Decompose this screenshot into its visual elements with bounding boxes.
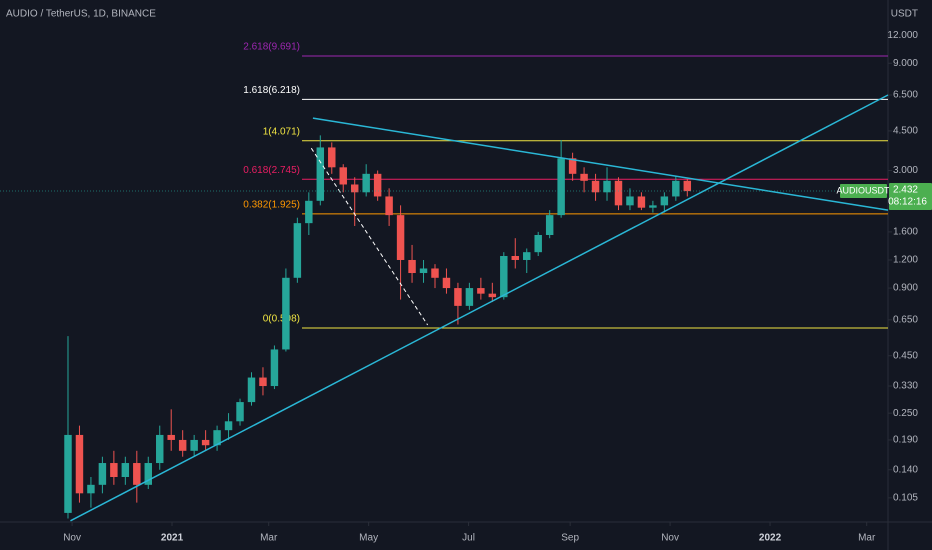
fib-label: 2.618(9.691) <box>243 42 300 53</box>
candle-body <box>649 205 657 208</box>
candle-body <box>190 439 198 451</box>
x-tick-label: Nov <box>661 533 679 544</box>
candle-body <box>64 434 72 513</box>
x-tick-label: Jul <box>462 533 475 544</box>
candle-body <box>408 259 416 274</box>
candle-body <box>328 147 336 168</box>
trendline <box>70 94 889 522</box>
candle-body <box>98 463 107 485</box>
candle-body <box>488 293 497 298</box>
countdown-label: 08:12:16 <box>888 197 927 208</box>
symbol-tag <box>840 184 887 199</box>
fib-label: 0.618(2.745) <box>243 165 300 176</box>
y-tick-label: 0.190 <box>893 435 918 446</box>
fib-label: 0(0.598) <box>263 314 300 325</box>
y-tick-label: 0.330 <box>893 381 918 392</box>
candle-body <box>282 277 290 350</box>
fib-label: 1(4.071) <box>263 126 300 137</box>
candle-body <box>339 167 347 185</box>
candle-body <box>523 252 531 260</box>
y-tick-label: 12.000 <box>887 30 918 41</box>
candle-body <box>660 196 669 206</box>
candle-body <box>534 234 542 253</box>
y-tick-label: 9.000 <box>893 58 918 69</box>
x-tick-label: Mar <box>260 533 278 544</box>
y-tick-label: 0.105 <box>893 492 918 503</box>
candle-body <box>110 463 118 478</box>
y-tick-label: 3.000 <box>893 165 918 176</box>
y-tick-label: 6.500 <box>893 90 918 101</box>
candle-body <box>396 215 405 260</box>
x-tick-label: 2022 <box>759 533 782 544</box>
candle-body <box>454 288 462 306</box>
candle-body <box>87 484 95 494</box>
y-tick-label: 1.600 <box>893 227 918 238</box>
y-tick-label: 0.650 <box>893 314 918 325</box>
trendline <box>312 117 889 211</box>
x-tick-label: Nov <box>63 533 81 544</box>
candle-body <box>316 147 325 201</box>
candle-body <box>259 377 267 387</box>
chart-title: AUDIO / TetherUS, 1D, BINANCE <box>6 9 156 20</box>
candle-body <box>419 268 428 274</box>
y-tick-label: 0.450 <box>893 350 918 361</box>
candle-body <box>75 434 84 494</box>
candle-body <box>270 349 279 387</box>
candle-body <box>224 421 233 431</box>
candle-body <box>545 215 554 235</box>
candle-body <box>511 255 519 260</box>
candle-body <box>557 158 565 216</box>
candle-body <box>133 463 141 485</box>
candle-body <box>568 158 577 174</box>
candle-body <box>305 200 313 224</box>
candle-body <box>442 277 451 289</box>
y-tick-label: 1.200 <box>893 255 918 266</box>
y-tick-label: 4.500 <box>893 126 918 137</box>
candle-body <box>236 402 244 422</box>
y-unit: USDT <box>891 9 918 20</box>
fib-label: 0.382(1.925) <box>243 199 300 210</box>
candle-body <box>167 434 175 440</box>
candle-body <box>431 268 439 278</box>
candle-body <box>637 196 646 208</box>
y-tick-label: 0.900 <box>893 283 918 294</box>
candle-body <box>500 255 508 298</box>
y-tick-label: 0.250 <box>893 408 918 419</box>
candle-body <box>373 173 382 197</box>
candle-body <box>247 377 256 403</box>
candle-body <box>580 173 588 181</box>
candle-body <box>672 180 680 197</box>
candle-body <box>213 430 221 446</box>
y-tick-label: 0.140 <box>893 464 918 475</box>
candle-body <box>626 196 634 206</box>
candle-body <box>614 180 623 206</box>
symbol-label: AUDIOUSDT <box>836 185 890 195</box>
candle-body <box>477 288 485 294</box>
candle-body <box>156 434 164 464</box>
candle-body <box>293 223 302 278</box>
trendline <box>310 147 429 326</box>
candle-body <box>385 196 393 216</box>
candle-body <box>683 180 692 192</box>
candle-body <box>465 288 474 306</box>
candle-body <box>121 463 130 478</box>
candle-body <box>603 180 611 193</box>
candle-body <box>178 439 187 451</box>
x-tick-label: 2021 <box>161 533 184 544</box>
candle-body <box>350 184 359 193</box>
price-tag <box>889 183 932 211</box>
last-price-label: 2.432 <box>893 185 918 196</box>
x-tick-label: Sep <box>561 533 579 544</box>
candle-body <box>144 463 153 485</box>
candle-body <box>362 173 370 193</box>
x-tick-label: Mar <box>858 533 876 544</box>
candle-body <box>591 180 600 193</box>
candle-body <box>201 439 210 446</box>
fib-label: 1.618(6.218) <box>243 85 300 96</box>
x-tick-label: May <box>359 533 378 544</box>
